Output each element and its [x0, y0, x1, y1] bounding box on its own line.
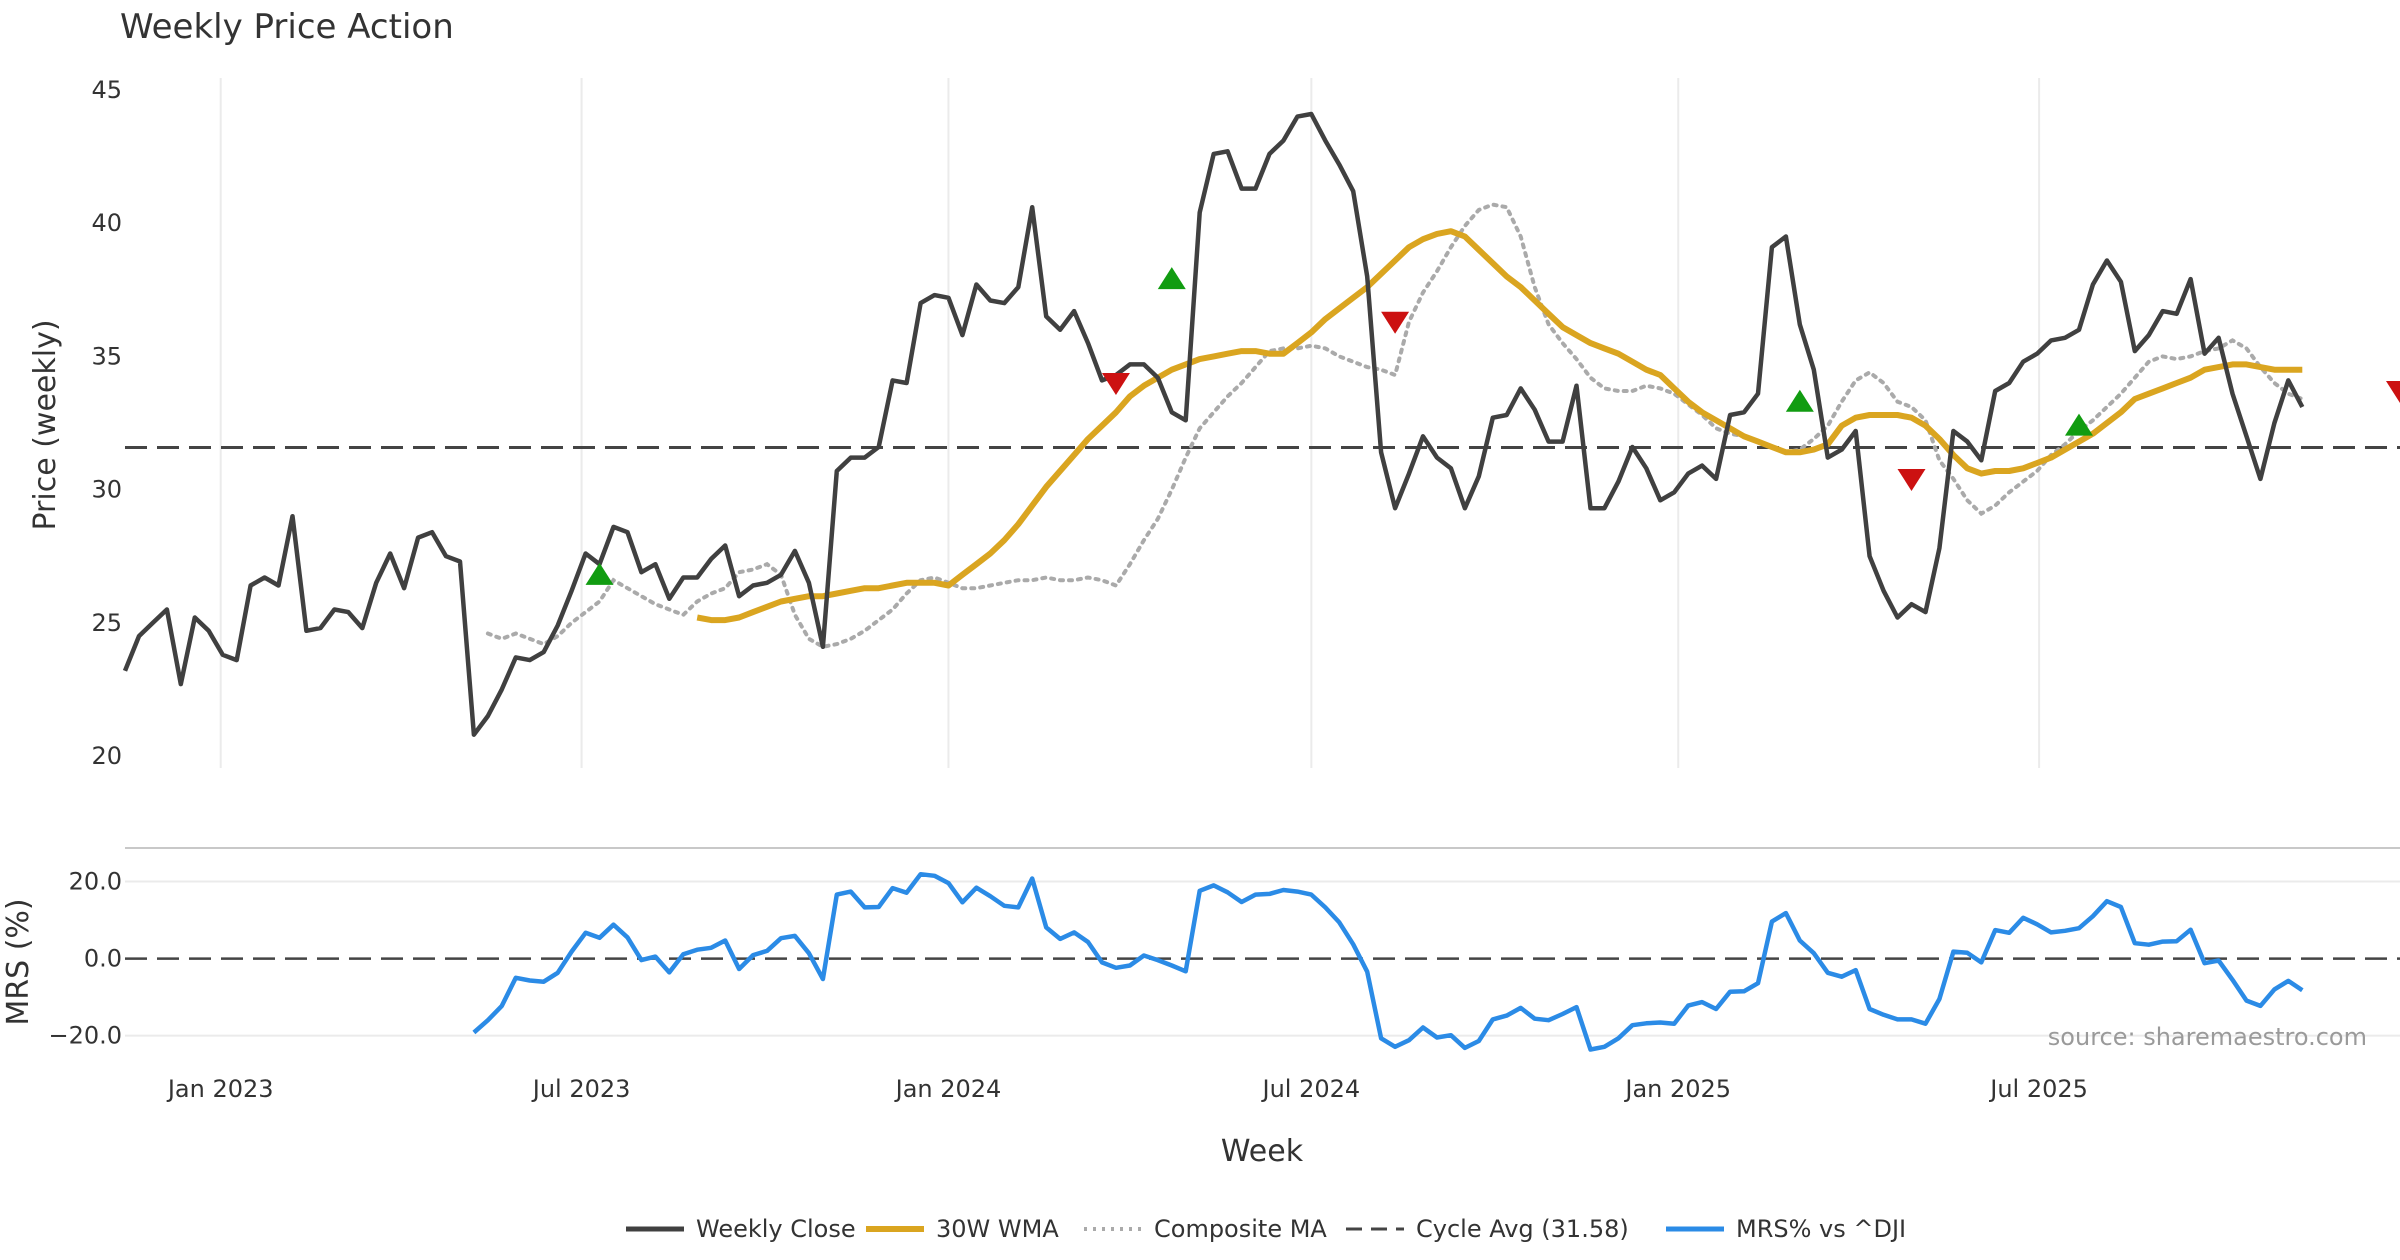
legend-composite-ma: Composite MA — [1084, 1215, 1327, 1243]
mrs-y-tick-label: 0.0 — [84, 945, 122, 973]
buy-signal-marker — [1157, 267, 1186, 290]
x-tick-labels: Jan 2023 Jul 2023 Jan 2024 Jul 2024 Jan 2025… — [166, 1075, 2088, 1103]
chart-title: Weekly Price Action — [120, 7, 454, 47]
signal-markers — [585, 267, 2400, 585]
legend-30w-wma: 30W WMA — [866, 1215, 1059, 1243]
wma-30w-line — [696, 228, 2303, 624]
sell-signal-marker — [1381, 311, 1410, 334]
legend-weekly-close: Weekly Close — [626, 1215, 856, 1243]
mrs-y-tick-label: 20.0 — [69, 868, 122, 896]
sell-signal-marker — [2386, 381, 2400, 404]
sell-signal-marker — [1897, 468, 1926, 491]
mrs-y-axis-title: MRS (%) — [1, 898, 36, 1025]
x-tick-label: Jan 2023 — [166, 1075, 274, 1103]
price-y-tick-label: 20 — [91, 742, 122, 770]
series-layer — [122, 111, 2400, 1052]
price-y-tick-label: 30 — [91, 476, 122, 504]
x-tick-label: Jul 2025 — [1988, 1075, 2088, 1103]
x-tick-label: Jan 2025 — [1623, 1075, 1731, 1103]
price-y-tick-label: 35 — [91, 342, 122, 370]
price-y-tick-label: 25 — [91, 609, 122, 637]
legend-composite-ma-label: Composite MA — [1154, 1215, 1327, 1243]
price-y-tick-label: 45 — [91, 76, 122, 104]
x-axis-title: Week — [1221, 1134, 1304, 1169]
price-y-axis-title: Price (weekly) — [28, 319, 63, 530]
composite-ma-line — [485, 202, 2305, 649]
legend-mrs: MRS% vs ^DJI — [1666, 1215, 1906, 1243]
x-tick-label: Jul 2024 — [1261, 1075, 1361, 1103]
source-note: source: sharemaestro.com — [2048, 1023, 2367, 1051]
mrs-line — [472, 871, 2304, 1052]
sell-signal-marker — [1101, 373, 1130, 396]
x-tick-label: Jul 2023 — [531, 1075, 631, 1103]
grid-layer — [125, 78, 2400, 1037]
legend: Weekly Close 30W WMA Composite MA Cycle Avg… — [626, 1215, 1906, 1243]
legend-mrs-label: MRS% vs ^DJI — [1736, 1215, 1906, 1243]
buy-signal-marker — [2064, 413, 2093, 436]
legend-cycle-avg: Cycle Avg (31.58) — [1346, 1215, 1629, 1243]
weekly-close-line — [122, 111, 2305, 737]
legend-30w-wma-label: 30W WMA — [936, 1215, 1059, 1243]
legend-cycle-avg-label: Cycle Avg (31.58) — [1416, 1215, 1629, 1243]
price-y-tick-label: 40 — [91, 209, 122, 237]
buy-signal-marker — [585, 562, 614, 585]
x-tick-label: Jan 2024 — [894, 1075, 1002, 1103]
legend-weekly-close-label: Weekly Close — [696, 1215, 856, 1243]
mrs-y-tick-label: −20.0 — [48, 1022, 122, 1050]
y-tick-labels: 20 25 30 35 40 45 −20.0 0.0 20.0 — [48, 76, 122, 1050]
buy-signal-marker — [1785, 389, 1814, 412]
